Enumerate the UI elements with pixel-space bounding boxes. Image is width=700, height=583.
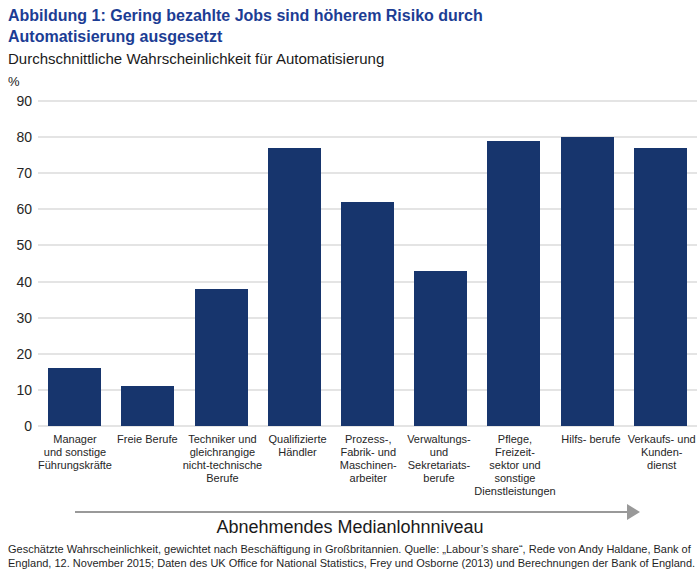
bar-slot: [477, 101, 550, 426]
y-axis-unit-label: %: [8, 74, 20, 89]
bar: [268, 148, 321, 426]
figure-title-line1: Abbildung 1: Gering bezahlte Jobs sind h…: [8, 5, 483, 26]
bar-slot: [624, 101, 697, 426]
y-axis-labels: 9080706050403020100: [0, 101, 32, 426]
bar: [634, 148, 687, 426]
y-tick-label: 60: [16, 202, 32, 216]
x-category-label: Managerund sonstigeFührungskräfte: [38, 433, 112, 498]
bar: [487, 141, 540, 426]
source-footnote: Geschätzte Wahrscheinlichkeit, gewichtet…: [8, 542, 696, 570]
y-tick-label: 50: [16, 238, 32, 252]
y-tick-label: 20: [16, 347, 32, 361]
y-tick-label: 0: [24, 419, 32, 433]
bar: [48, 368, 101, 426]
x-category-label: Hilfs- berufe: [556, 433, 627, 498]
x-category-label: QualifizierteHändler: [262, 433, 333, 498]
x-category-label: Techniker undgleichrangigenicht-technisc…: [183, 433, 263, 498]
y-tick-label: 40: [16, 275, 32, 289]
figure-title-line2: Automatisierung ausgesetzt: [8, 26, 483, 47]
bar-slot: [404, 101, 477, 426]
x-axis-labels: Managerund sonstigeFührungskräfteFreie B…: [38, 433, 697, 498]
bar: [414, 271, 467, 426]
y-tick-label: 90: [16, 94, 32, 108]
arrow-line: [75, 511, 629, 513]
bar: [341, 202, 394, 426]
bar-slot: [551, 101, 624, 426]
y-tick-label: 10: [16, 383, 32, 397]
bar-slot: [184, 101, 257, 426]
bar: [121, 386, 174, 426]
bar-slot: [258, 101, 331, 426]
bar-slot: [111, 101, 184, 426]
y-tick-label: 80: [16, 130, 32, 144]
chart-subtitle: Durchschnittliche Wahrscheinlichkeit für…: [8, 50, 384, 67]
x-category-label: Prozess-,Fabrik- undMaschinen-arbeiter: [333, 433, 404, 498]
plot-area: [38, 101, 697, 426]
y-tick-label: 70: [16, 166, 32, 180]
x-axis-title: Abnehmendes Medianlohnniveau: [0, 517, 700, 538]
figure: Abbildung 1: Gering bezahlte Jobs sind h…: [0, 0, 700, 583]
x-category-label: Verwaltungs-undSekretariats-berufe: [404, 433, 475, 498]
bar-slot: [38, 101, 111, 426]
y-tick-label: 30: [16, 311, 32, 325]
bar: [195, 289, 248, 426]
bars: [38, 101, 697, 426]
figure-title: Abbildung 1: Gering bezahlte Jobs sind h…: [8, 5, 483, 47]
x-category-label: Pflege,Freizeit-sektor undsonstigeDienst…: [474, 433, 555, 498]
x-category-label: Verkaufs- undKunden-dienst: [626, 433, 697, 498]
bar-slot: [331, 101, 404, 426]
bar: [561, 137, 614, 426]
x-category-label: Freie Berufe: [112, 433, 183, 498]
